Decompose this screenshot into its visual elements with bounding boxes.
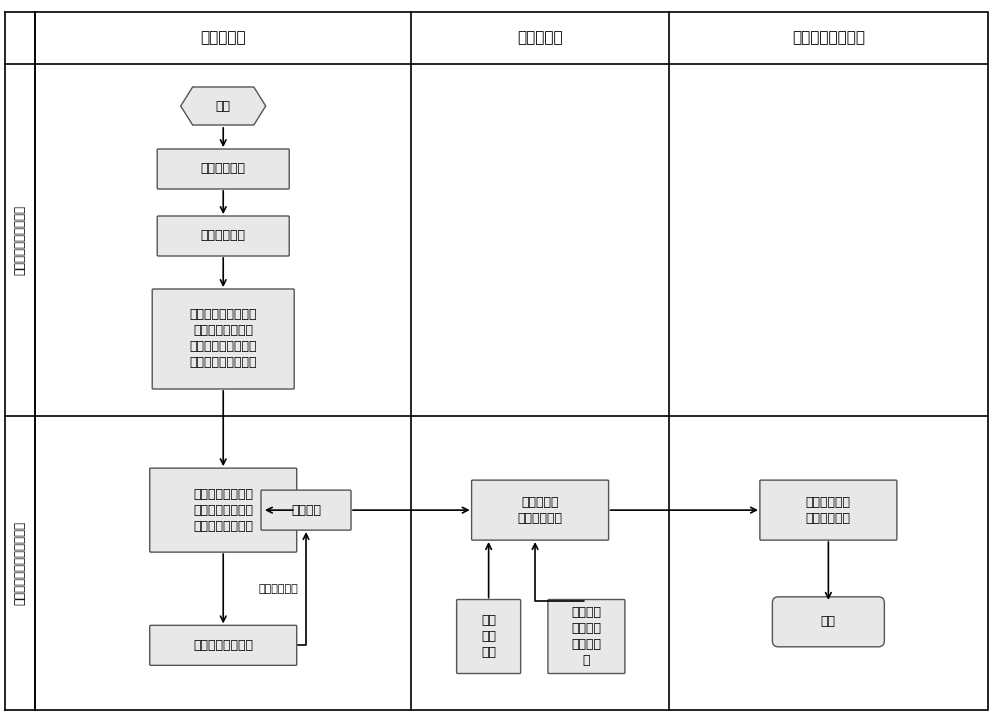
Text: 收费部稽查队人员: 收费部稽查队人员 <box>792 30 865 45</box>
Text: 根据现场刷通行卡
的卡号自动匹配关
联对应的收费数据: 根据现场刷通行卡 的卡号自动匹配关 联对应的收费数据 <box>193 487 253 533</box>
FancyBboxPatch shape <box>150 468 297 552</box>
Text: 手动匹配
不能自动
匹配的数
据: 手动匹配 不能自动 匹配的数 据 <box>571 606 601 667</box>
Text: 现场检查员: 现场检查员 <box>200 30 246 45</box>
Text: 刷车辆通行卡: 刷车辆通行卡 <box>201 162 246 175</box>
FancyBboxPatch shape <box>772 597 884 647</box>
FancyBboxPatch shape <box>760 480 897 540</box>
Text: 收费站核查
（一级审核）: 收费站核查 （一级审核） <box>518 495 563 525</box>
Polygon shape <box>181 87 266 125</box>
Text: 结束: 结束 <box>821 615 836 628</box>
FancyBboxPatch shape <box>157 149 289 189</box>
Text: 数码相机拍照: 数码相机拍照 <box>201 230 246 243</box>
Text: 管理中心（后台管理系统）: 管理中心（后台管理系统） <box>13 521 27 605</box>
FancyBboxPatch shape <box>261 490 351 530</box>
Text: 输入车牌或通过车道
摄像枪自动获取车
牌，根据车牌查询车
辆证件及重量信息等: 输入车牌或通过车道 摄像枪自动获取车 牌，根据车牌查询车 辆证件及重量信息等 <box>189 308 257 370</box>
Text: 检查
资料
补录: 检查 资料 补录 <box>481 614 496 659</box>
Text: 同步数据: 同步数据 <box>291 504 321 517</box>
FancyBboxPatch shape <box>548 599 625 674</box>
FancyBboxPatch shape <box>157 216 289 256</box>
FancyBboxPatch shape <box>152 289 294 389</box>
Text: 收费现场（车道终端）: 收费现场（车道终端） <box>13 205 26 275</box>
FancyBboxPatch shape <box>457 599 521 674</box>
Text: 人工匹配收费数据: 人工匹配收费数据 <box>193 639 253 652</box>
Text: 登录: 登录 <box>216 100 231 113</box>
FancyBboxPatch shape <box>472 480 609 540</box>
FancyBboxPatch shape <box>150 625 297 666</box>
Text: 收费站文员: 收费站文员 <box>517 30 563 45</box>
Text: 自动匹配失败: 自动匹配失败 <box>258 583 298 593</box>
Text: 稽查人员核查
（二级审核）: 稽查人员核查 （二级审核） <box>806 495 851 525</box>
